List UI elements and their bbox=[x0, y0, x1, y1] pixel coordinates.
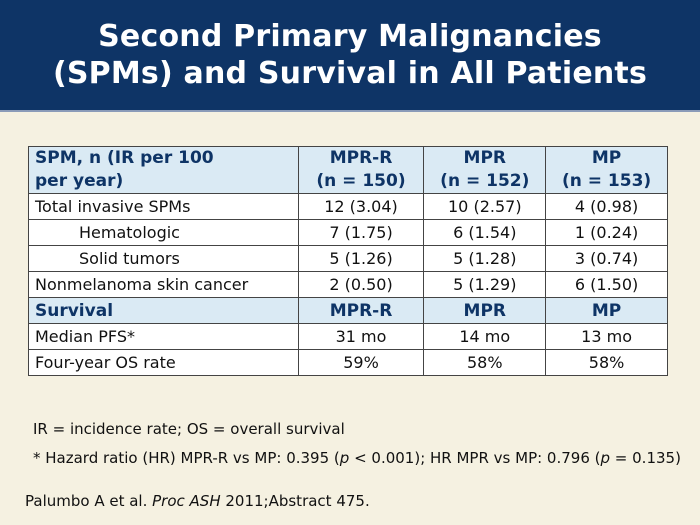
spm-table: SPM, n (IR per 100 per year) MPR-R (n = … bbox=[28, 146, 668, 376]
table-row: Hematologic 7 (1.75) 6 (1.54) 1 (0.24) bbox=[28, 219, 668, 246]
row-label: Total invasive SPMs bbox=[28, 193, 299, 220]
row-label: Median PFS* bbox=[28, 323, 299, 350]
cell-mprr: 5 (1.26) bbox=[297, 245, 425, 272]
table-row: Total invasive SPMs 12 (3.04) 10 (2.57) … bbox=[28, 193, 668, 220]
row-label: Nonmelanoma skin cancer bbox=[28, 271, 299, 298]
cell-mp: 6 (1.50) bbox=[545, 271, 668, 298]
cell-mp: 13 mo bbox=[545, 323, 668, 350]
table-row: Median PFS* 31 mo 14 mo 13 mo bbox=[28, 323, 668, 350]
abbreviation-note: IR = incidence rate; OS = overall surviv… bbox=[33, 420, 345, 438]
cell-mpr: 58% bbox=[423, 349, 547, 376]
survival-header-row: Survival MPR-R MPR MP bbox=[28, 297, 668, 324]
citation: Palumbo A et al. Proc ASH 2011;Abstract … bbox=[25, 492, 370, 510]
cell-mpr: 6 (1.54) bbox=[423, 219, 547, 246]
cell-mprr: 59% bbox=[297, 349, 425, 376]
cell-mprr: 7 (1.75) bbox=[297, 219, 425, 246]
cell-mprr: 12 (3.04) bbox=[297, 193, 425, 220]
header-mprr: MPR-R (n = 150) bbox=[297, 146, 425, 194]
cell-mpr: 5 (1.28) bbox=[423, 245, 547, 272]
header-mpr: MPR (n = 152) bbox=[423, 146, 547, 194]
survival-header-mpr: MPR bbox=[423, 297, 547, 324]
header-divider bbox=[0, 110, 700, 112]
row-label: Four-year OS rate bbox=[28, 349, 299, 376]
cell-mpr: 14 mo bbox=[423, 323, 547, 350]
survival-label: Survival bbox=[28, 297, 299, 324]
cell-mpr: 10 (2.57) bbox=[423, 193, 547, 220]
header-spm: SPM, n (IR per 100 per year) bbox=[28, 146, 299, 194]
cell-mp: 3 (0.74) bbox=[545, 245, 668, 272]
survival-header-mp: MP bbox=[545, 297, 668, 324]
cell-mpr: 5 (1.29) bbox=[423, 271, 547, 298]
header-mp: MP (n = 153) bbox=[545, 146, 668, 194]
table-row: Solid tumors 5 (1.26) 5 (1.28) 3 (0.74) bbox=[28, 245, 668, 272]
table-row: Four-year OS rate 59% 58% 58% bbox=[28, 349, 668, 376]
cell-mp: 58% bbox=[545, 349, 668, 376]
hazard-ratio-footnote: * Hazard ratio (HR) MPR-R vs MP: 0.395 (… bbox=[33, 449, 681, 467]
row-label: Hematologic bbox=[28, 219, 299, 246]
cell-mp: 4 (0.98) bbox=[545, 193, 668, 220]
title-banner: Second Primary Malignancies (SPMs) and S… bbox=[0, 0, 700, 110]
title-line-1: Second Primary Malignancies bbox=[98, 19, 602, 54]
table-header-row: SPM, n (IR per 100 per year) MPR-R (n = … bbox=[28, 146, 668, 194]
cell-mprr: 31 mo bbox=[297, 323, 425, 350]
row-label: Solid tumors bbox=[28, 245, 299, 272]
title-line-2: (SPMs) and Survival in All Patients bbox=[52, 56, 648, 91]
cell-mp: 1 (0.24) bbox=[545, 219, 668, 246]
table-row: Nonmelanoma skin cancer 2 (0.50) 5 (1.29… bbox=[28, 271, 668, 298]
cell-mprr: 2 (0.50) bbox=[297, 271, 425, 298]
survival-header-mprr: MPR-R bbox=[297, 297, 425, 324]
